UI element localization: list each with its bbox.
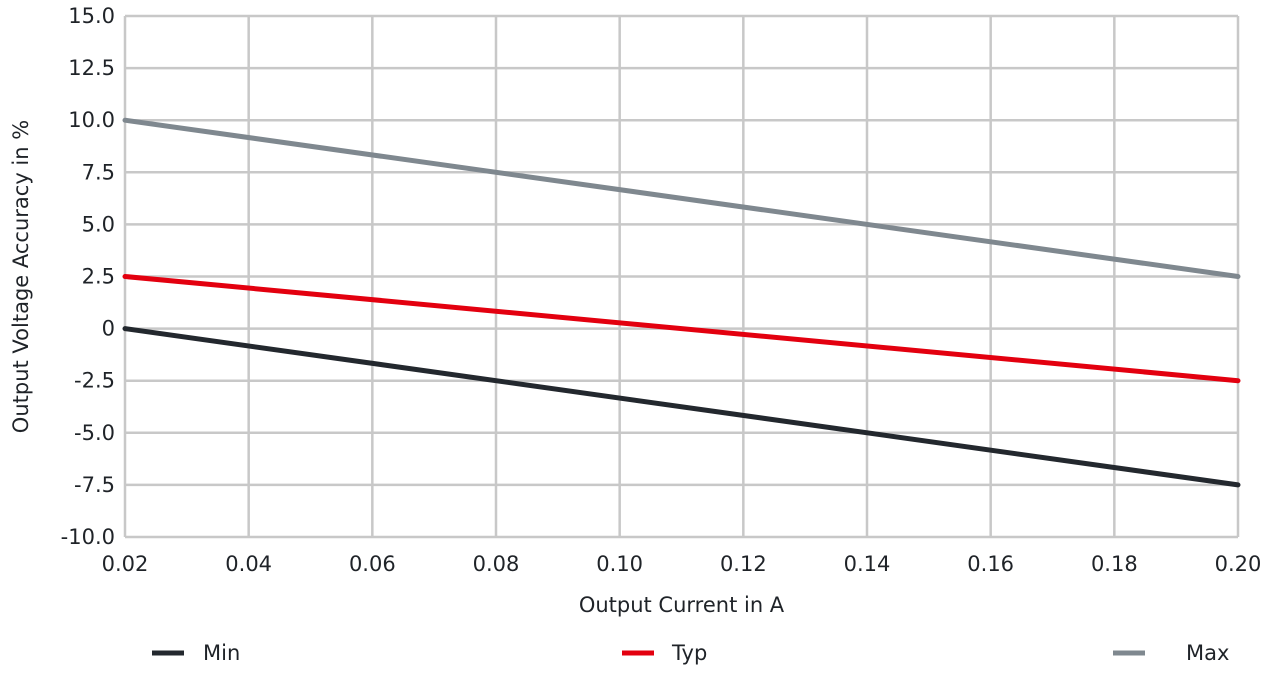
y-tick-label: -2.5 (74, 369, 115, 393)
x-tick-label: 0.08 (473, 552, 520, 576)
x-axis-ticks: 0.02 0.04 0.06 0.08 0.10 0.12 0.14 0.16 0.18 0.20 (102, 552, 1262, 576)
y-tick-label: 5.0 (82, 212, 115, 236)
legend-item-max: Max (1113, 641, 1229, 665)
legend-label: Max (1186, 641, 1229, 665)
y-tick-label: 2.5 (82, 265, 115, 289)
y-tick-label: 10.0 (68, 108, 115, 132)
y-tick-label: -10.0 (61, 525, 115, 549)
legend: Min Typ Max (152, 641, 1229, 665)
y-axis-title: Output Voltage Accuracy in % (9, 120, 33, 433)
y-tick-label: -7.5 (74, 473, 115, 497)
x-axis-title: Output Current in A (579, 593, 785, 617)
x-tick-label: 0.16 (967, 552, 1014, 576)
x-tick-label: 0.10 (596, 552, 643, 576)
y-axis-ticks: 15.0 12.5 10.0 7.5 5.0 2.5 0 -2.5 -5.0 -7.5 -10.0 (61, 4, 115, 549)
legend-item-typ: Typ (622, 641, 707, 665)
series-line-min (122, 326, 1241, 488)
series-line-typ (122, 274, 1241, 384)
y-tick-label: 15.0 (68, 4, 115, 28)
y-tick-label: -5.0 (74, 421, 115, 445)
legend-label: Min (203, 641, 240, 665)
y-tick-label: 7.5 (82, 160, 115, 184)
series-lines (122, 117, 1241, 488)
legend-item-min: Min (152, 641, 240, 665)
series-line-max (122, 117, 1241, 279)
legend-label: Typ (671, 641, 707, 665)
x-tick-label: 0.20 (1215, 552, 1262, 576)
x-tick-label: 0.02 (102, 552, 149, 576)
y-tick-label: 0 (102, 317, 115, 341)
x-tick-label: 0.04 (225, 552, 272, 576)
grid (123, 14, 1240, 539)
x-tick-label: 0.12 (720, 552, 767, 576)
y-tick-label: 12.5 (68, 56, 115, 80)
x-tick-label: 0.18 (1091, 552, 1138, 576)
x-tick-label: 0.06 (349, 552, 396, 576)
x-tick-label: 0.14 (844, 552, 891, 576)
